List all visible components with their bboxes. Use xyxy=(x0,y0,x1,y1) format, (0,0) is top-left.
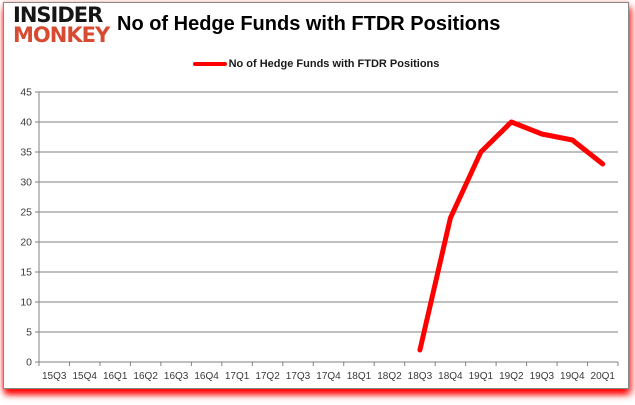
x-axis-label: 17Q2 xyxy=(255,371,280,382)
x-axis-label: 17Q4 xyxy=(316,371,341,382)
x-axis-label: 19Q4 xyxy=(560,371,585,382)
logo-line2: MONKEY xyxy=(13,22,110,47)
x-axis-label: 16Q2 xyxy=(133,371,158,382)
chart-panel: INSIDER MONKEY No of Hedge Funds with FT… xyxy=(3,2,629,389)
x-axis-label: 15Q4 xyxy=(72,371,97,382)
logo-line1: INSIDER xyxy=(13,3,103,27)
x-axis-label: 16Q4 xyxy=(194,371,219,382)
insider-monkey-logo: INSIDER MONKEY xyxy=(13,3,110,47)
x-axis-label: 18Q1 xyxy=(347,371,372,382)
y-axis-label: 10 xyxy=(20,297,32,309)
y-axis-label: 40 xyxy=(20,117,32,129)
x-axis-label: 19Q3 xyxy=(530,371,555,382)
legend: No of Hedge Funds with FTDR Positions xyxy=(4,58,628,70)
y-axis-label: 25 xyxy=(20,207,32,219)
x-axis-label: 18Q2 xyxy=(377,371,402,382)
y-axis-label: 45 xyxy=(20,87,32,99)
x-axis-label: 16Q3 xyxy=(164,371,189,382)
x-axis-label: 15Q3 xyxy=(42,371,67,382)
y-axis-label: 30 xyxy=(20,177,32,189)
x-axis-label: 16Q1 xyxy=(103,371,128,382)
y-axis-label: 20 xyxy=(20,237,32,249)
x-axis-label: 18Q4 xyxy=(438,371,463,382)
y-axis-label: 15 xyxy=(20,267,32,279)
y-axis-label: 5 xyxy=(26,327,32,339)
legend-line-swatch xyxy=(192,62,227,66)
x-axis-label: 19Q2 xyxy=(499,371,524,382)
x-axis-label: 17Q1 xyxy=(225,371,250,382)
y-axis-label: 35 xyxy=(20,147,32,159)
legend-label: No of Hedge Funds with FTDR Positions xyxy=(228,58,440,70)
chart-canvas: 0 5 10 15 20 25 30 35 40 45 15Q3 15Q4 16Q1 16Q2 16Q3 16… xyxy=(20,87,619,382)
x-axis-label: 17Q3 xyxy=(286,371,311,382)
x-axis-label: 19Q1 xyxy=(469,371,494,382)
chart-title: No of Hedge Funds with FTDR Positions xyxy=(117,13,501,35)
x-axis-label: 20Q1 xyxy=(591,371,616,382)
x-axis-label: 18Q3 xyxy=(408,371,433,382)
y-axis-label: 0 xyxy=(26,357,32,369)
series-line xyxy=(417,119,606,353)
